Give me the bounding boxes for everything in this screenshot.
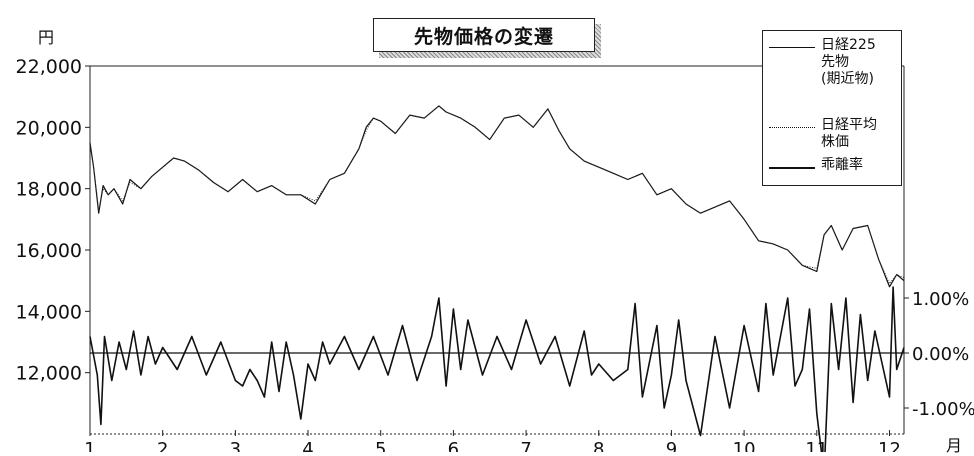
series-line-divergence — [89, 286, 905, 452]
x-tick-label: 6 — [448, 439, 459, 452]
legend-swatch-index — [769, 127, 815, 128]
x-tick-label: 11 — [805, 439, 828, 452]
y-left-tick-label: 22,000 — [16, 56, 82, 78]
legend-swatch-futures — [769, 47, 815, 48]
legend-item-divergence: 乖離率 — [769, 157, 863, 174]
legend-swatch-divergence — [769, 167, 815, 169]
left-axis-ticks: 22,000 20,000 18,000 16,000 14,000 12,000 — [16, 56, 90, 385]
legend-label-index: 日経平均 株価 — [821, 117, 877, 150]
y-left-tick-label: 20,000 — [16, 117, 82, 139]
legend-label-divergence: 乖離率 — [821, 157, 863, 173]
legend-item-futures: 日経225 先物 (期近物) — [769, 37, 876, 88]
x-tick-label: 12 — [878, 439, 901, 452]
legend-label-futures: 日経225 先物 (期近物) — [821, 37, 876, 87]
x-tick-label: 8 — [593, 439, 604, 452]
y-left-tick-label: 16,000 — [16, 240, 82, 262]
x-tick-label: 1 — [84, 439, 95, 452]
x-unit-label: 月 — [946, 436, 963, 455]
chart-title: 先物価格の変遷 — [373, 18, 595, 52]
series-layer — [89, 105, 905, 452]
x-tick-label: 9 — [666, 439, 677, 452]
x-tick-label: 2 — [157, 439, 168, 452]
legend-item-index: 日経平均 株価 — [769, 117, 877, 151]
chart-title-box: 先物価格の変遷 — [373, 18, 601, 58]
series-line-futures — [89, 105, 905, 288]
y-left-tick-label: 12,000 — [16, 363, 82, 385]
x-tick-label: 10 — [733, 439, 756, 452]
y-left-tick-label: 14,000 — [16, 301, 82, 323]
x-tick-label: 7 — [520, 439, 531, 452]
y-right-tick-label: -1.00% — [912, 399, 974, 420]
y-right-tick-label: 0.00% — [912, 344, 969, 365]
x-axis-ticks: 1 2 3 4 5 6 7 8 9 10 11 12 — [84, 430, 901, 452]
x-tick-label: 3 — [230, 439, 241, 452]
x-tick-label: 5 — [375, 439, 386, 452]
y-right-tick-label: 1.00% — [912, 289, 969, 310]
legend: 日経225 先物 (期近物) 日経平均 株価 乖離率 — [762, 30, 902, 186]
right-axis-ticks: 1.00% 0.00% -1.00% — [904, 289, 974, 420]
x-tick-label: 4 — [302, 439, 313, 452]
y-unit-label: 円 — [38, 28, 55, 47]
y-left-tick-label: 18,000 — [16, 179, 82, 201]
